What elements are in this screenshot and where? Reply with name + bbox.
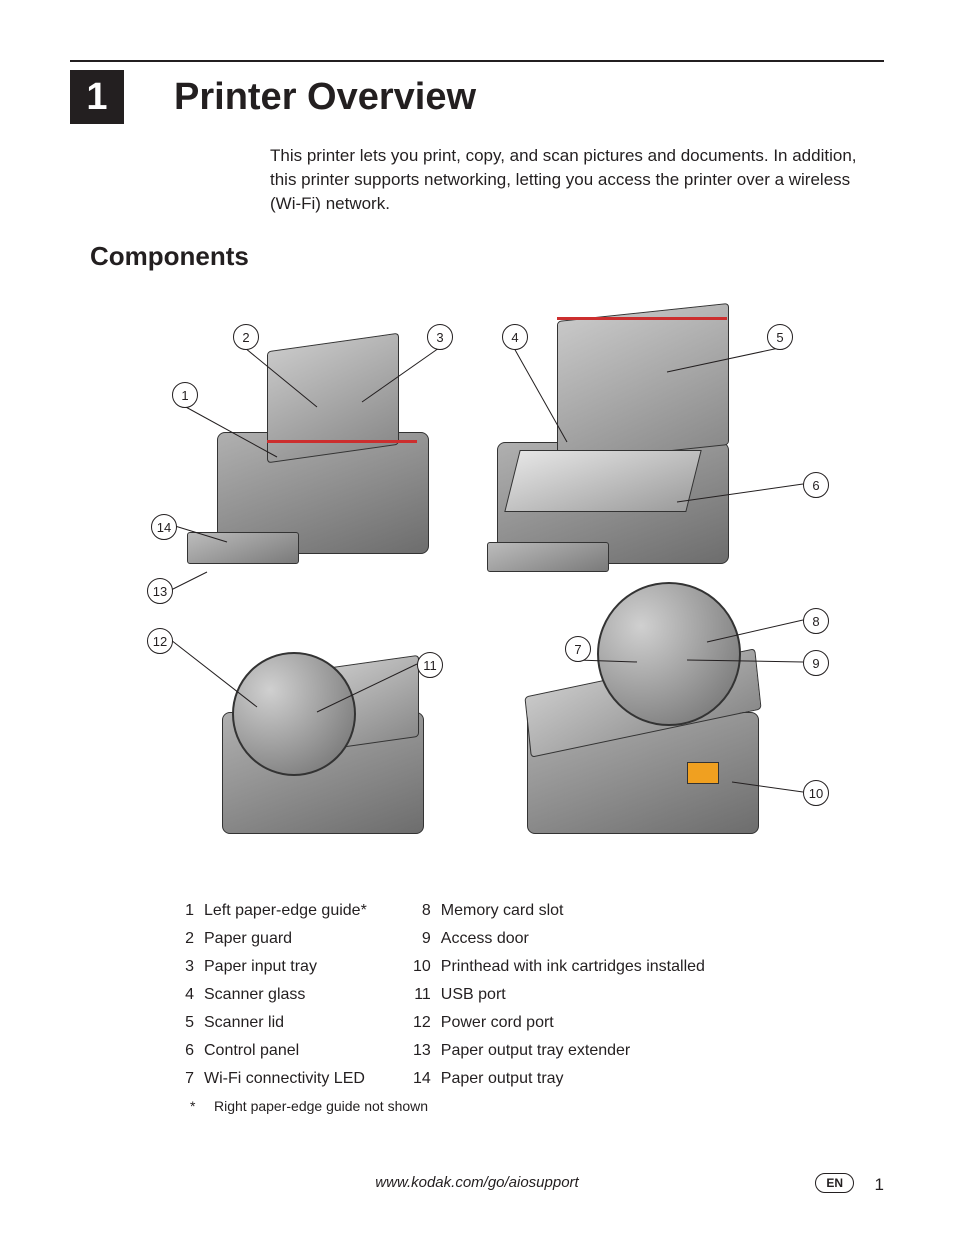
legend-label: Memory card slot (441, 902, 705, 920)
footer-url: www.kodak.com/go/aiosupport (0, 1174, 954, 1191)
top-rule (70, 60, 884, 62)
legend-label: Wi-Fi connectivity LED (204, 1070, 367, 1088)
footnote-marker: * (190, 1098, 202, 1114)
legend-label: Left paper-edge guide* (204, 902, 367, 920)
footnote: * Right paper-edge guide not shown (190, 1098, 884, 1114)
legend-label: Paper output tray (441, 1070, 705, 1088)
legend-number: 14 (407, 1070, 431, 1088)
legend-number: 3 (170, 958, 194, 976)
components-diagram: 1234567891011121314 (127, 292, 827, 872)
legend-number: 1 (170, 902, 194, 920)
chapter-title: Printer Overview (174, 76, 476, 119)
legend-label: Paper guard (204, 930, 367, 948)
legend-number: 11 (407, 986, 431, 1004)
page: 1 Printer Overview This printer lets you… (0, 0, 954, 1235)
leader-lines (127, 292, 827, 872)
legend-label: Scanner lid (204, 1014, 367, 1032)
legend-number: 4 (170, 986, 194, 1004)
legend-label: Scanner glass (204, 986, 367, 1004)
legend-number: 10 (407, 958, 431, 976)
page-number: 1 (875, 1175, 884, 1195)
legend-number: 8 (407, 902, 431, 920)
legend-column-right: 8 Memory card slot 9 Access door 10 Printhead… (407, 902, 705, 1088)
legend-label: Paper input tray (204, 958, 367, 976)
chapter-number-box: 1 (70, 70, 124, 124)
chapter-number: 1 (86, 76, 107, 119)
legend-number: 2 (170, 930, 194, 948)
legend-label: Control panel (204, 1042, 367, 1060)
legend: 1 Left paper-edge guide* 2 Paper guard 3 Pape… (170, 902, 884, 1088)
footnote-text: Right paper-edge guide not shown (214, 1098, 884, 1114)
legend-number: 12 (407, 1014, 431, 1032)
legend-number: 5 (170, 1014, 194, 1032)
legend-column-left: 1 Left paper-edge guide* 2 Paper guard 3 Pape… (170, 902, 367, 1088)
legend-number: 7 (170, 1070, 194, 1088)
legend-label: Paper output tray extender (441, 1042, 705, 1060)
title-row: 1 Printer Overview (70, 70, 884, 124)
legend-number: 9 (407, 930, 431, 948)
section-heading: Components (90, 241, 884, 272)
legend-label: USB port (441, 986, 705, 1004)
legend-number: 6 (170, 1042, 194, 1060)
legend-label: Printhead with ink cartridges installed (441, 958, 705, 976)
language-badge: EN (815, 1173, 854, 1193)
legend-number: 13 (407, 1042, 431, 1060)
intro-paragraph: This printer lets you print, copy, and s… (270, 144, 884, 215)
legend-label: Access door (441, 930, 705, 948)
legend-label: Power cord port (441, 1014, 705, 1032)
